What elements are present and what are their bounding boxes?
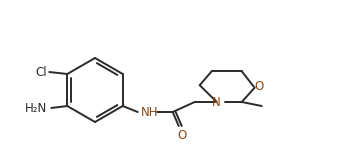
Text: Cl: Cl bbox=[36, 66, 47, 79]
Text: O: O bbox=[255, 80, 264, 93]
Text: H₂N: H₂N bbox=[25, 102, 47, 114]
Text: N: N bbox=[212, 96, 221, 109]
Text: NH: NH bbox=[141, 105, 158, 119]
Text: O: O bbox=[177, 129, 186, 142]
